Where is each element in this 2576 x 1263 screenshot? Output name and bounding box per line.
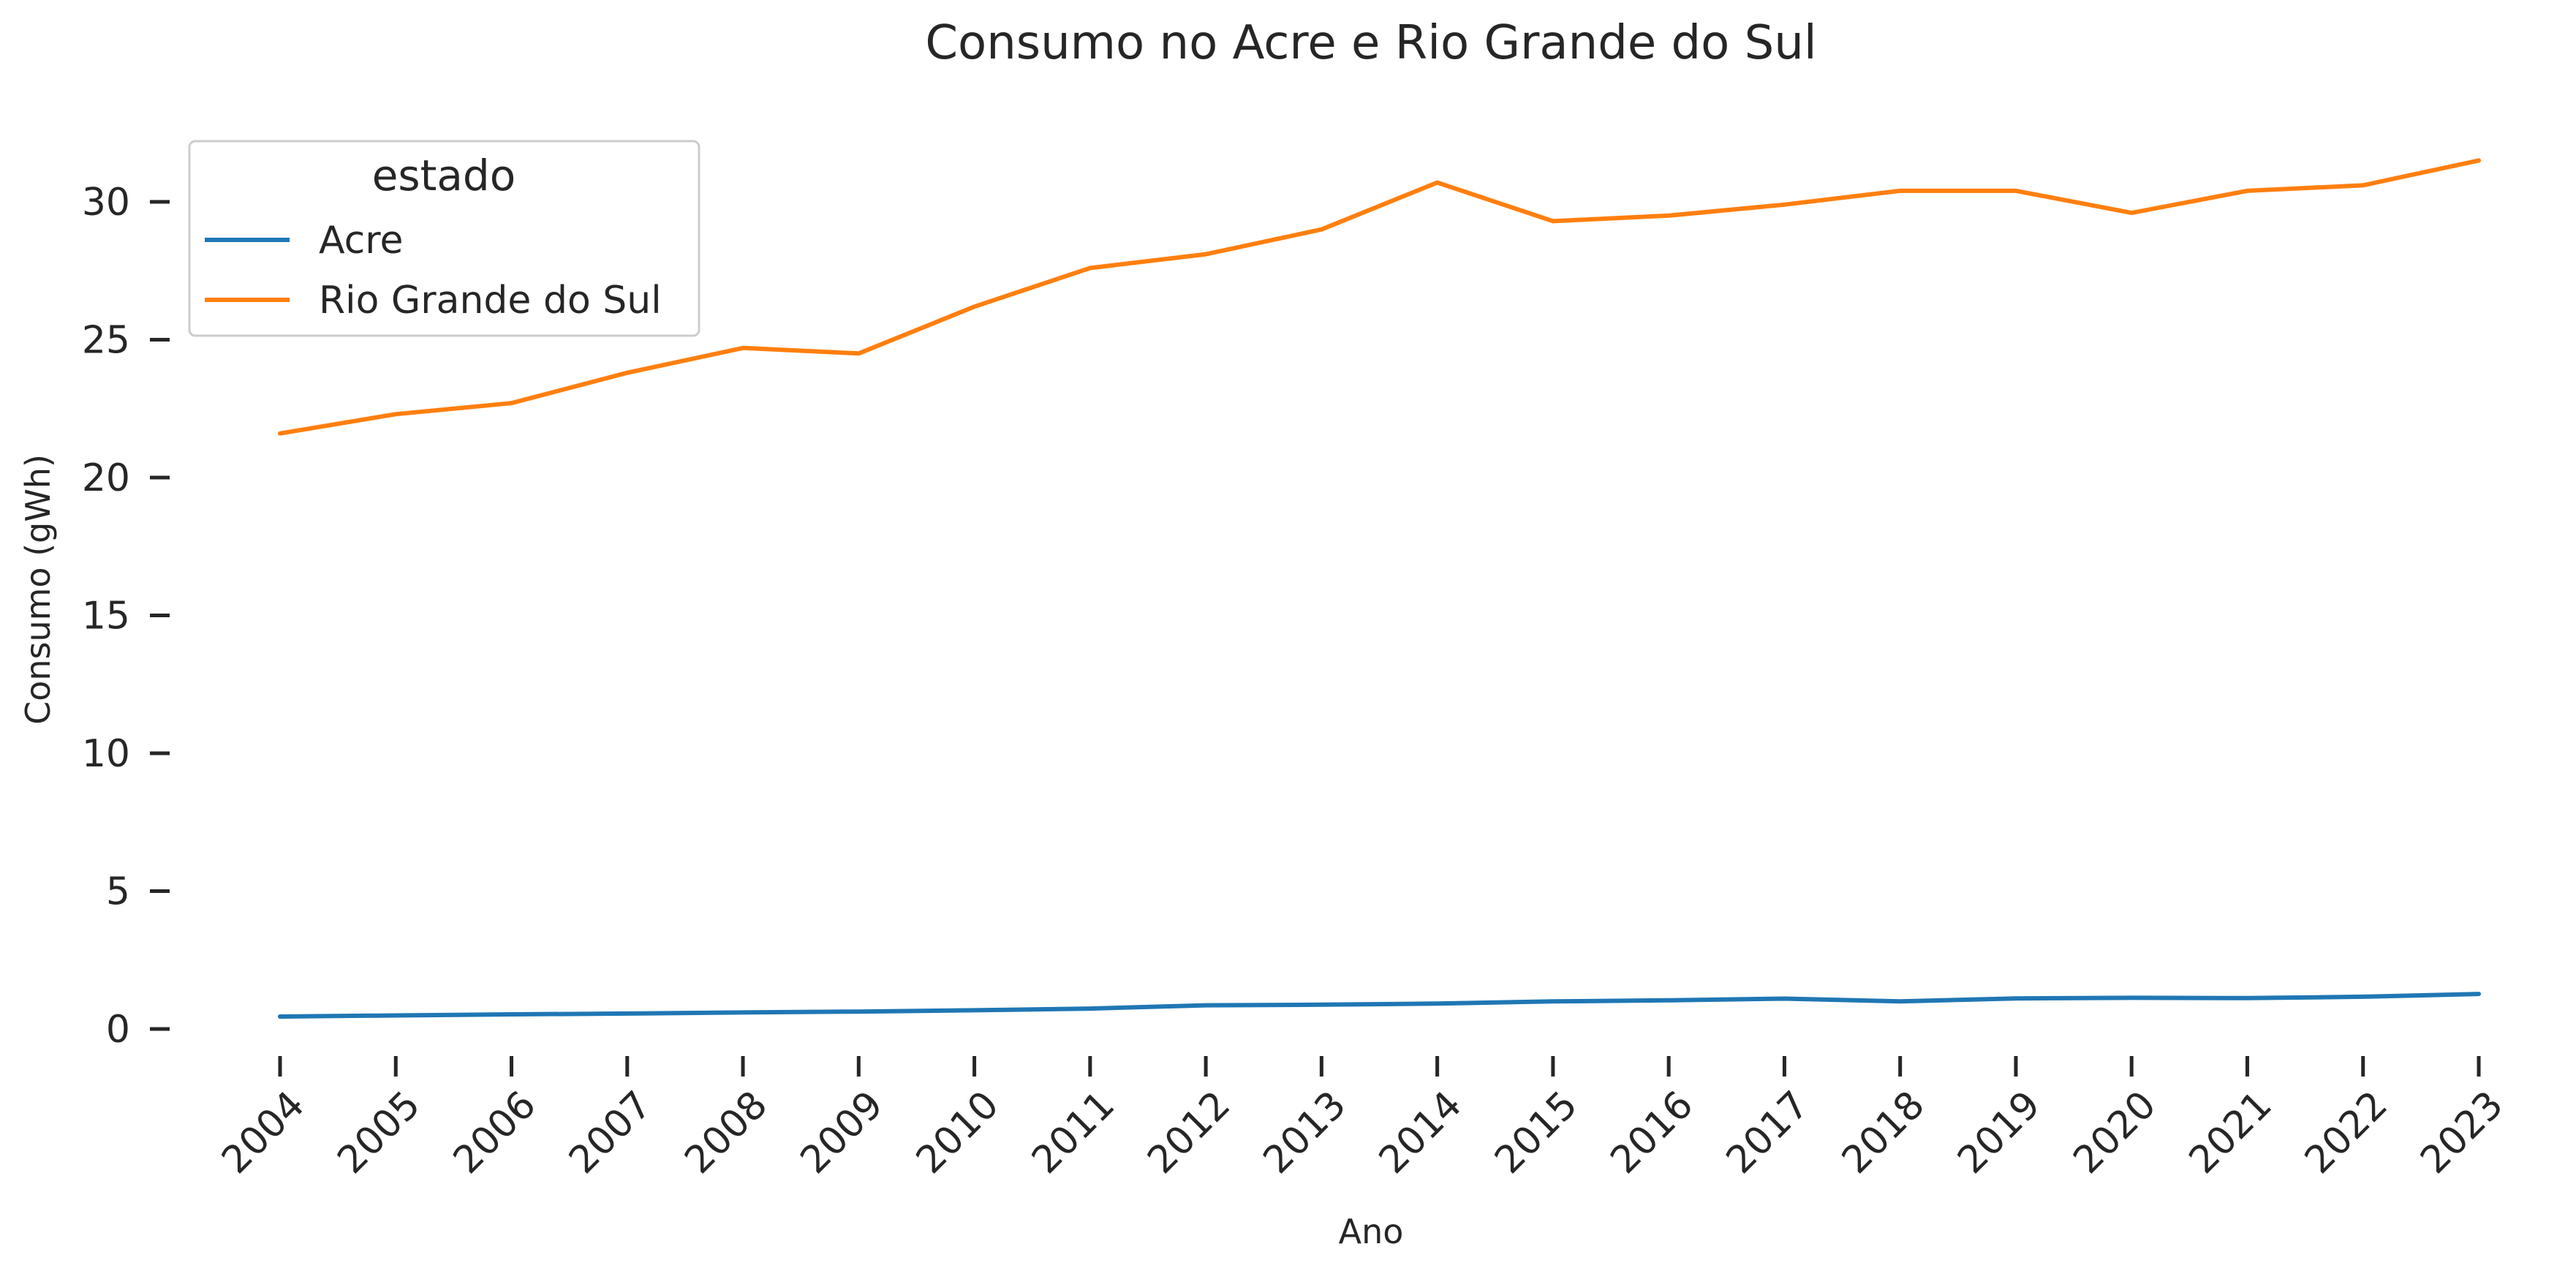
legend-label-acre: Acre — [319, 219, 403, 263]
series-line-acre — [278, 992, 2481, 1019]
x-tick-label: 2014 — [1371, 1083, 1470, 1183]
x-tick-label: 2005 — [329, 1083, 428, 1183]
x-tick-label: 2010 — [908, 1083, 1008, 1183]
x-tick-label: 2017 — [1718, 1083, 1818, 1183]
x-tick-label: 2009 — [793, 1083, 892, 1183]
legend: estado Acre Rio Grande do Sul — [188, 140, 700, 337]
y-axis-label: Consumo (gWh) — [18, 454, 58, 725]
x-tick-label: 2023 — [2412, 1083, 2512, 1183]
x-tick-label: 2016 — [1602, 1083, 1701, 1183]
chart-title: Consumo no Acre e Rio Grande do Sul — [925, 16, 1816, 70]
legend-box — [188, 140, 700, 337]
x-tick-label: 2018 — [1834, 1083, 1933, 1183]
x-tick-label: 2011 — [1024, 1083, 1123, 1183]
series-line-rio-grande-do-sul — [278, 158, 2481, 436]
x-tick-label: 2012 — [1139, 1083, 1239, 1183]
x-tick-label: 2004 — [214, 1083, 313, 1183]
x-tick-label: 2022 — [2297, 1083, 2396, 1183]
x-tick-label: 2021 — [2181, 1083, 2281, 1183]
y-tick-label: 25 — [82, 319, 130, 363]
y-tick-label: 5 — [106, 870, 130, 914]
x-tick-label: 2015 — [1487, 1083, 1586, 1183]
y-axis: 0 5 10 15 20 25 30 — [82, 181, 170, 1052]
x-tick-label: 2013 — [1255, 1083, 1355, 1183]
legend-title: estado — [372, 151, 516, 200]
x-tick-label: 2020 — [2065, 1083, 2164, 1183]
x-axis-label: Ano — [1339, 1212, 1404, 1251]
x-axis: 2004 2005 2006 2007 2008 2009 2010 2011 2012 2013… — [214, 1056, 2512, 1183]
y-tick-label: 30 — [82, 181, 130, 225]
y-tick-label: 20 — [82, 456, 130, 500]
plot-area — [278, 158, 2481, 1019]
x-tick-label: 2019 — [1949, 1083, 2049, 1183]
y-tick-label: 0 — [106, 1008, 130, 1052]
y-tick-label: 15 — [82, 595, 130, 638]
x-tick-label: 2006 — [445, 1083, 545, 1183]
legend-label-rio-grande-do-sul: Rio Grande do Sul — [319, 279, 662, 323]
x-tick-label: 2007 — [561, 1083, 660, 1183]
y-tick-label: 10 — [82, 732, 130, 776]
x-tick-label: 2008 — [676, 1083, 776, 1183]
